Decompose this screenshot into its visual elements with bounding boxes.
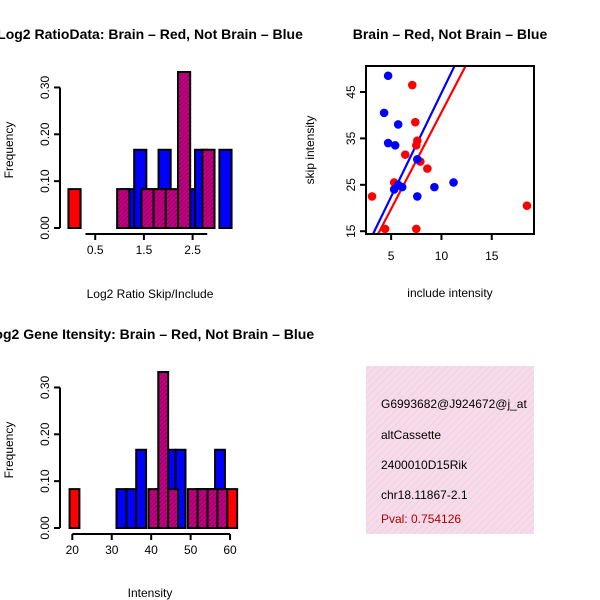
- y-tick-label: 0.10: [38, 469, 52, 493]
- scatter-plot: Brain – Red, Not Brain – Blue 5 10 15 15 25 3…: [303, 26, 547, 300]
- y-tick-label: 0.30: [38, 375, 52, 399]
- hist-bar-overlap: [147, 488, 160, 530]
- y-tick-label: 15: [344, 224, 358, 238]
- hist-bar-brain: [226, 488, 239, 530]
- hist-bar-not-brain: [115, 488, 128, 530]
- scatter-point-brain: [400, 150, 410, 159]
- scatter-point-brain: [410, 117, 420, 127]
- hist-bar-overlap: [206, 488, 219, 530]
- hist-bar-overlap: [186, 488, 199, 530]
- ratio-hist-xlabel: Log2 Ratio Skip/Include: [87, 287, 214, 301]
- y-tick-label: 0.10: [38, 169, 52, 193]
- fit-line-not-brain: [372, 66, 456, 234]
- info-panel-background: [366, 366, 534, 534]
- scatter-plot-area: 5 10 15 15 25 35 45: [344, 65, 535, 263]
- ratio-hist-ylabel: Frequency: [2, 122, 16, 179]
- intensity-hist-axes: 20 30 40 50 60 0.00 0.10 0.20 0.30: [38, 375, 237, 557]
- intensity-hist-bars: [68, 371, 239, 530]
- hist-bar-not-brain: [218, 148, 233, 229]
- info-pval: Pval: 0.754126: [381, 512, 461, 526]
- x-tick-label: 40: [145, 543, 159, 557]
- x-tick-label: 50: [184, 543, 198, 557]
- x-tick-label: 30: [105, 543, 119, 557]
- scatter-point-brain: [367, 192, 377, 201]
- scatter-point-not-brain: [383, 138, 393, 148]
- hist-bar-not-brain: [125, 488, 138, 530]
- hist-bar-overlap: [116, 188, 131, 229]
- scatter-point-brain: [380, 224, 390, 234]
- ratio-hist-axes: 0.5 1.5 2.5 0.00 0.10 0.20 0.30: [38, 75, 208, 257]
- y-tick-label: 0.20: [38, 122, 52, 146]
- x-tick-label: 2.5: [184, 243, 201, 257]
- x-tick-label: 15: [485, 249, 499, 263]
- y-tick-label: 0.20: [38, 422, 52, 446]
- scatter-title: Brain – Red, Not Brain – Blue: [353, 26, 548, 42]
- hist-bar-overlap: [201, 148, 216, 229]
- scatter-point-not-brain: [397, 182, 407, 192]
- scatter-marks: [367, 66, 532, 234]
- info-event-type: altCassette: [381, 428, 441, 442]
- y-tick-label: 35: [344, 131, 358, 145]
- hist-bar-overlap: [140, 188, 155, 229]
- scatter-frame: [365, 65, 535, 235]
- hist-bar-brain: [67, 188, 82, 229]
- scatter-point-not-brain: [390, 141, 400, 150]
- scatter-point-not-brain: [413, 154, 422, 164]
- info-gene-symbol: 2400010D15Rik: [381, 458, 468, 472]
- scatter-point-brain: [522, 201, 532, 210]
- hist-bar-overlap: [216, 488, 229, 530]
- x-tick-label: 20: [66, 543, 80, 557]
- intensity-histogram: Log2 Gene Itensity: Brain – Red, Not Bra…: [0, 326, 314, 600]
- ratio-hist-title: Log2 RatioData: Brain – Red, Not Brain –…: [0, 26, 303, 42]
- scatter-point-not-brain: [379, 108, 389, 118]
- y-tick-label: 0.00: [38, 216, 52, 240]
- intensity-hist-ylabel: Frequency: [2, 422, 16, 479]
- scatter-point-not-brain: [389, 185, 399, 194]
- intensity-hist-title: Log2 Gene Itensity: Brain – Red, Not Bra…: [0, 326, 314, 342]
- scatter-ylabel: skip intensity: [303, 116, 317, 185]
- fit-line-brain: [377, 66, 467, 234]
- scatter-point-not-brain: [449, 178, 458, 187]
- y-tick-label: 0.30: [38, 75, 52, 99]
- hist-bar-overlap: [196, 488, 209, 530]
- x-tick-label: 0.5: [87, 243, 104, 257]
- ratio-histogram: Log2 RatioData: Brain – Red, Not Brain –…: [0, 26, 303, 301]
- hist-bar-overlap: [157, 371, 170, 529]
- scatter-point-not-brain: [430, 182, 439, 192]
- x-tick-label: 1.5: [136, 243, 153, 257]
- info-id: G6993682@J924672@j_at: [381, 397, 527, 411]
- info-panel: G6993682@J924672@j_at altCassette 240001…: [366, 366, 534, 534]
- x-tick-label: 5: [388, 249, 395, 263]
- y-tick-label: 45: [344, 85, 358, 99]
- scatter-point-not-brain: [393, 120, 403, 129]
- scatter-point-not-brain: [413, 192, 422, 201]
- x-tick-label: 10: [435, 249, 449, 263]
- hist-bar-brain: [68, 488, 81, 530]
- y-tick-label: 25: [344, 178, 358, 192]
- hist-bar-overlap: [152, 188, 167, 229]
- hist-bar-overlap: [164, 188, 179, 229]
- x-tick-label: 60: [223, 543, 237, 557]
- hist-bar-overlap: [177, 71, 192, 229]
- scatter-point-brain: [423, 164, 432, 173]
- hist-bar-overlap: [167, 488, 179, 530]
- scatter-point-brain: [411, 224, 421, 234]
- info-location: chr18.11867-2.1: [381, 488, 468, 502]
- hist-bar-not-brain: [135, 448, 148, 530]
- scatter-point-not-brain: [383, 71, 393, 81]
- ratio-hist-bars: [67, 71, 233, 229]
- intensity-hist-xlabel: Intensity: [128, 586, 173, 600]
- scatter-point-brain: [407, 80, 417, 90]
- scatter-xlabel: include intensity: [407, 286, 492, 300]
- scatter-point-brain: [411, 141, 421, 150]
- y-tick-label: 0.00: [38, 516, 52, 540]
